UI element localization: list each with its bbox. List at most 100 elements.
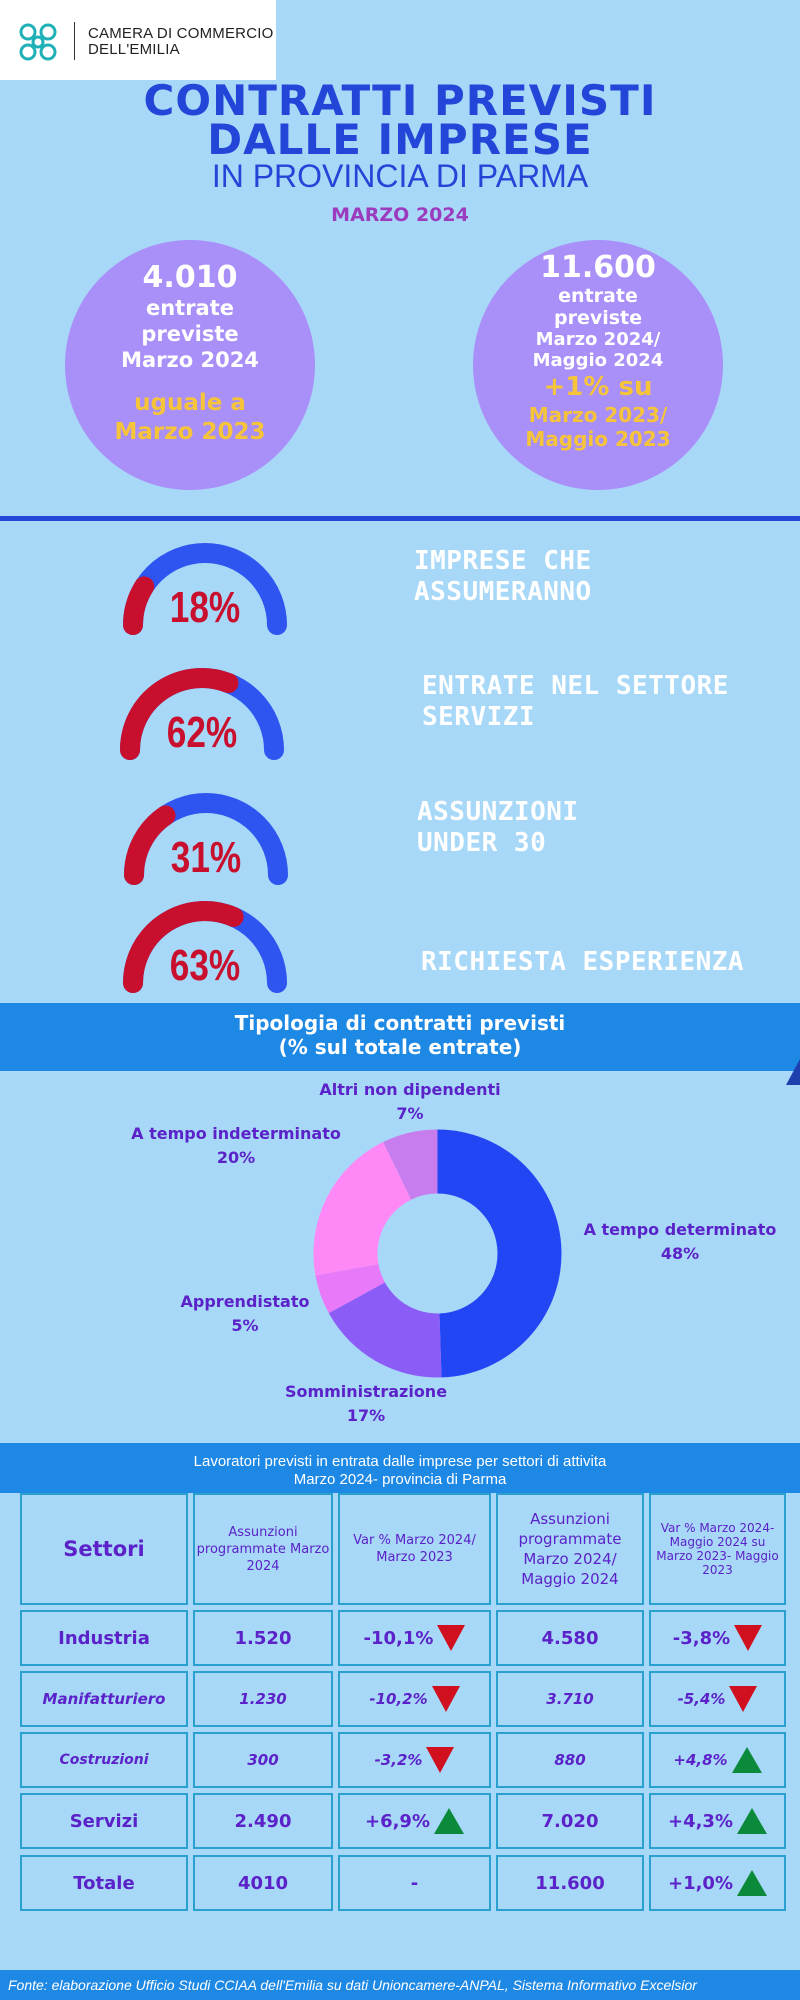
bubble-right-compare-1: Marzo 2023/: [528, 403, 668, 427]
donut-label-name: Somministrazione: [284, 1382, 448, 1401]
var-value: -3,2%: [374, 1751, 423, 1769]
arrow-down-icon: [431, 1686, 460, 1712]
gauge-fill: [123, 901, 244, 993]
donut-label-value: 20%: [216, 1148, 256, 1167]
logo-divider: [74, 22, 75, 60]
gauge-label-servizi: ENTRATE NEL SETTORE SERVIZI: [422, 671, 729, 733]
bubble-monthly-entries: 4.010 entrate previste Marzo 2024 uguale…: [65, 240, 315, 490]
table-cell-var: +6,9%: [338, 1793, 491, 1849]
bubble-left-compare-2: Marzo 2023: [114, 419, 266, 445]
gauge-fill: [123, 576, 155, 635]
gauge-label-imprese: IMPRESE CHE ASSUMERANNO: [414, 546, 592, 608]
logo-line-2: DELL'EMILIA: [88, 41, 180, 58]
arrow-up-icon: [737, 1808, 767, 1834]
gauge-label-line-1: RICHIESTA ESPERIENZA: [421, 947, 745, 977]
bubble-right-compare-2: Maggio 2023: [525, 427, 671, 451]
header-var-marzo: Var % Marzo 2024/ Marzo 2023: [338, 1493, 491, 1605]
bubble-right-line-2: previste: [553, 307, 643, 329]
var-value: -: [410, 1872, 419, 1894]
gauge-esperienza: 63%: [115, 893, 295, 1003]
gauge-imprese: 18%: [115, 535, 295, 645]
donut-slice: [313, 1142, 412, 1276]
table-cell-var-trim: -3,8%: [649, 1610, 786, 1666]
arrow-down-icon: [734, 1625, 763, 1651]
table-row-sector: Manifatturiero: [20, 1671, 188, 1727]
var-value: -10,1%: [363, 1627, 434, 1649]
var-value: -5,4%: [677, 1690, 726, 1708]
table-cell-var-trim: +4,8%: [649, 1732, 786, 1788]
contracts-title-band: Tipologia di contratti previsti (% sul t…: [0, 1003, 800, 1071]
donut-label-name: A tempo determinato: [583, 1220, 777, 1239]
bubble-right-value: 11.600: [540, 250, 656, 285]
header-settori: Settori: [20, 1493, 188, 1605]
table-cell-var: -10,1%: [338, 1610, 491, 1666]
gauge-label-line-1: ENTRATE NEL SETTORE: [422, 671, 729, 701]
header-var-trimestre: Var % Marzo 2024- Maggio 2024 su Marzo 2…: [649, 1493, 786, 1605]
header-assunzioni-trimestre: Assunzioni programmate Marzo 2024/ Maggi…: [496, 1493, 644, 1605]
table-cell-assunzioni: 300: [193, 1732, 333, 1788]
title-line-2: DALLE IMPRESE: [207, 115, 593, 164]
donut-label-determinato: A tempo determinato 48%: [560, 1218, 800, 1266]
var-value: +4,3%: [667, 1810, 733, 1832]
donut-label-name: Altri non dipendenti: [319, 1080, 501, 1099]
bubble-right-change: +1% su: [543, 372, 653, 402]
table-cell-assunzioni-trim: 4.580: [496, 1610, 644, 1666]
table-cell-var-trim: +1,0%: [649, 1855, 786, 1911]
table-cell-assunzioni-trim: 880: [496, 1732, 644, 1788]
source-footer: Fonte: elaborazione Ufficio Studi CCIAA …: [0, 1970, 800, 2000]
bubble-left-line-1: entrate: [145, 296, 235, 320]
table-row-sector: Totale: [20, 1855, 188, 1911]
table-row-sector: Costruzioni: [20, 1732, 188, 1788]
table-row-sector: Servizi: [20, 1793, 188, 1849]
contracts-donut-chart: [313, 1129, 562, 1378]
donut-slice: [315, 1264, 385, 1314]
donut-label-indeterminato: A tempo indeterminato 20%: [126, 1122, 346, 1170]
donut-label-altri: Altri non dipendenti 7%: [300, 1078, 520, 1126]
gauge-value: 18%: [169, 583, 241, 632]
donut-label-value: 17%: [346, 1406, 386, 1425]
gauge-label-under30: ASSUNZIONI UNDER 30: [417, 797, 579, 859]
table-cell-var: -: [338, 1855, 491, 1911]
logo-text: CAMERA DI COMMERCIO DELL'EMILIA: [88, 26, 273, 58]
gauge-value: 62%: [166, 708, 238, 757]
donut-slice: [437, 1129, 562, 1378]
gauge-label-line-1: ASSUNZIONI: [417, 797, 579, 827]
donut-label-apprendistato: Apprendistato 5%: [160, 1290, 330, 1338]
table-cell-assunzioni: 2.490: [193, 1793, 333, 1849]
arrow-down-icon: [426, 1747, 455, 1773]
title-line-3: IN PROVINCIA DI PARMA: [211, 158, 589, 194]
table-row-sector: Industria: [20, 1610, 188, 1666]
bubble-right-line-3: Marzo 2024/: [535, 329, 661, 350]
table-cell-assunzioni: 1.520: [193, 1610, 333, 1666]
donut-label-value: 7%: [396, 1104, 424, 1123]
var-value: +1,0%: [667, 1872, 733, 1894]
gauge-label-esperienza: RICHIESTA ESPERIENZA: [421, 947, 744, 978]
title-line-1: CONTRATTI PREVISTI: [143, 76, 657, 125]
gauge-fill: [124, 805, 176, 885]
donut-slice: [383, 1129, 438, 1200]
contracts-subtitle: (% sul totale entrate): [278, 1035, 522, 1059]
donut-label-value: 48%: [660, 1244, 700, 1263]
table-title-band: Lavoratori previsti in entrata dalle imp…: [0, 1443, 800, 1493]
table-cell-var-trim: +4,3%: [649, 1793, 786, 1849]
table-title: Lavoratori previsti in entrata dalle imp…: [193, 1453, 607, 1470]
bubble-quarter-entries: 11.600 entrate previste Marzo 2024/ Magg…: [473, 240, 723, 490]
arrow-down-icon: [729, 1686, 758, 1712]
table-cell-var-trim: -5,4%: [649, 1671, 786, 1727]
table-cell-var: -10,2%: [338, 1671, 491, 1727]
table-cell-assunzioni: 4010: [193, 1855, 333, 1911]
logo-box: CAMERA DI COMMERCIO DELL'EMILIA: [0, 0, 276, 80]
table-cell-assunzioni-trim: 3.710: [496, 1671, 644, 1727]
gauge-label-line-1: IMPRESE CHE: [414, 546, 592, 576]
chamber-logo-icon: [19, 23, 57, 61]
gauge-under30: 31%: [116, 785, 296, 895]
var-value: -3,8%: [672, 1627, 731, 1649]
bubble-left-value: 4.010: [142, 260, 238, 295]
var-value: +4,8%: [673, 1751, 728, 1769]
donut-slice: [328, 1282, 442, 1378]
donut-label-name: Apprendistato: [180, 1292, 310, 1311]
gauge-fill: [120, 668, 239, 760]
arrow-up-icon: [731, 1747, 762, 1773]
table-cell-assunzioni: 1.230: [193, 1671, 333, 1727]
bubble-left-line-3: Marzo 2024: [121, 348, 259, 372]
